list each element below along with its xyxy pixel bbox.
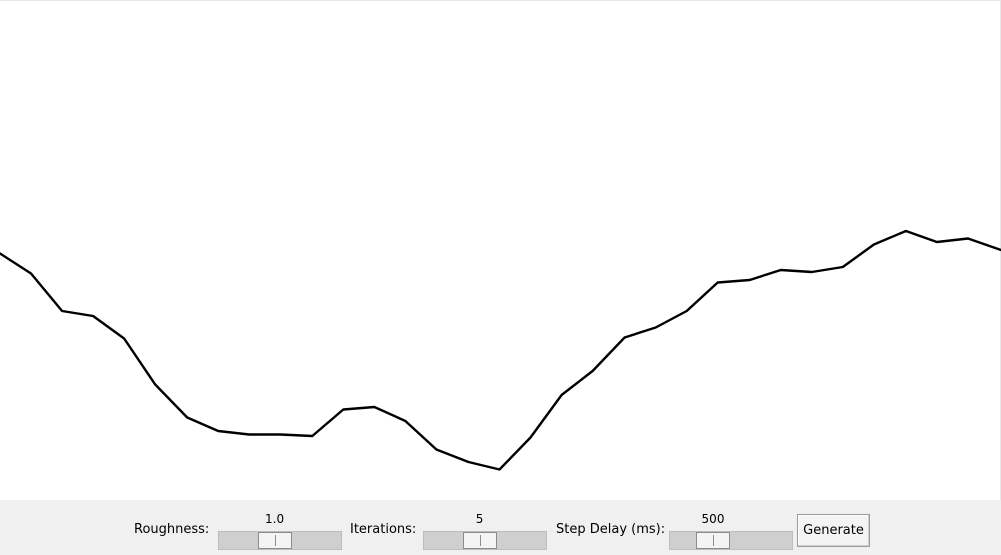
- iterations-label: Iterations:: [350, 522, 417, 537]
- roughness-scale[interactable]: 1.0: [218, 512, 342, 552]
- step-delay-trough[interactable]: [669, 531, 793, 550]
- iterations-slider-thumb[interactable]: [462, 532, 497, 549]
- iterations-scale[interactable]: 5: [423, 512, 547, 552]
- terrain-line: [0, 229, 1001, 471]
- terrain-canvas: [0, 0, 1001, 500]
- generate-button[interactable]: Generate: [797, 514, 870, 547]
- roughness-value: 1.0: [265, 512, 285, 526]
- step-delay-value: 500: [701, 512, 725, 526]
- step-delay-slider-thumb[interactable]: [696, 532, 730, 549]
- step-delay-label: Step Delay (ms):: [556, 522, 666, 537]
- terrain-plot: [0, 229, 1001, 471]
- iterations-value: 5: [475, 512, 484, 526]
- roughness-slider-thumb[interactable]: [257, 532, 292, 549]
- roughness-label: Roughness:: [134, 522, 210, 537]
- step-delay-scale[interactable]: 500: [669, 512, 793, 552]
